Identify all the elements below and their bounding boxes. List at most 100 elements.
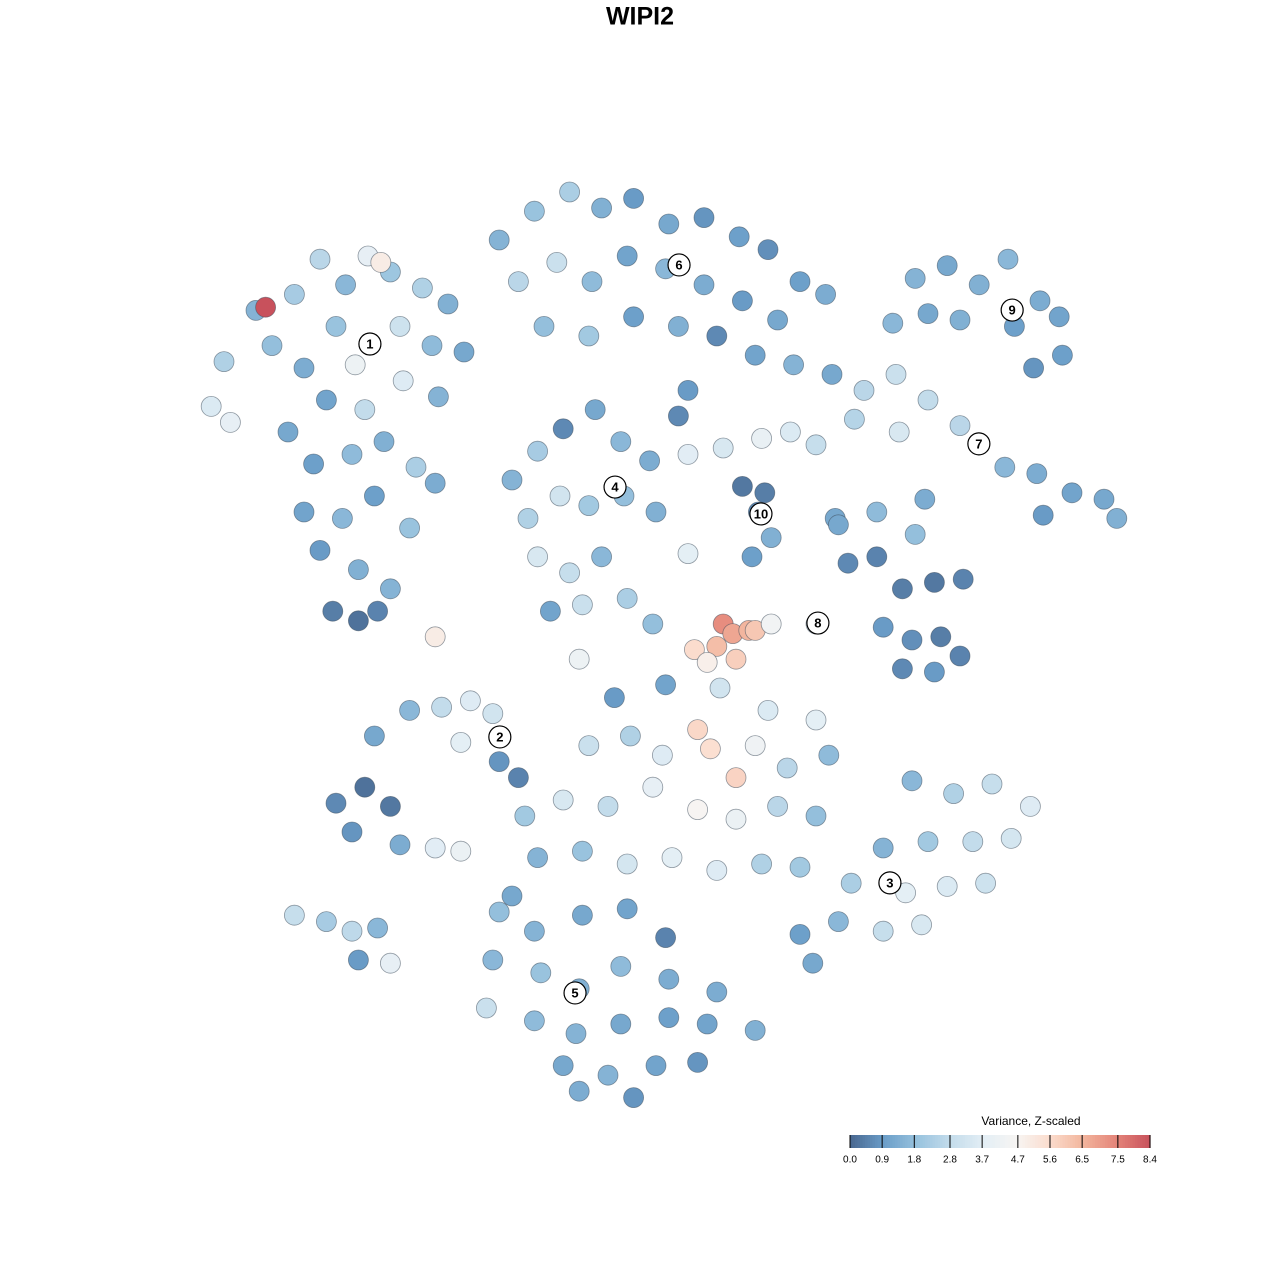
point [668,315,689,337]
point [744,735,766,756]
point [696,652,718,673]
colorbar-segment [905,1135,909,1148]
colorbar-segment [1087,1135,1091,1148]
point [367,917,389,939]
cluster-label: 7 [975,436,982,451]
point [283,904,305,926]
colorbar-tick-label: 3.7 [975,1155,989,1166]
point [568,1080,590,1102]
point [283,283,305,305]
colorbar-segment [1065,1135,1069,1148]
point [344,354,366,376]
cluster-label: 4 [611,479,619,494]
colorbar-segment [1132,1135,1136,1148]
cluster-badge [667,253,691,277]
point [623,306,644,328]
point [943,783,964,804]
point [309,248,331,270]
colorbar-segment [1075,1135,1079,1148]
colorbar-segment [977,1135,981,1148]
colorbar-segment [967,1135,971,1148]
point [623,1087,644,1108]
point [655,927,676,948]
colorbar-segment [907,1135,911,1148]
colorbar-segment [897,1135,901,1148]
point [655,674,676,696]
point [872,837,894,859]
colorbar-segment [867,1135,871,1148]
point [962,831,984,852]
point [315,389,337,411]
colorbar-segment [1097,1135,1101,1148]
point [687,799,708,820]
point [866,501,888,523]
point [578,735,600,756]
point [1000,828,1022,849]
colorbar-segment [950,1135,954,1148]
point [335,274,357,296]
point [508,767,529,788]
point [888,421,910,443]
cluster-labels: 1 2 3 4 5 6 7 8 9 10 [358,253,1024,1005]
point [620,725,641,747]
colorbar-segment [1057,1135,1061,1148]
colorbar-segment [1107,1135,1111,1148]
colorbar-segment [970,1135,974,1148]
point [399,700,421,721]
point [578,495,600,517]
colorbar-segment [890,1135,894,1148]
point [968,274,990,296]
point [1029,290,1051,312]
colorbar-segment [1142,1135,1146,1148]
point [853,379,875,401]
cluster-badge [749,502,773,526]
colorbar-segment [1130,1135,1134,1148]
cluster-label: 3 [886,875,893,890]
point [325,315,347,337]
colorbar-segment [865,1135,869,1148]
colorbar-segment [1030,1135,1034,1148]
point [652,744,673,766]
point [828,514,849,536]
point [693,274,715,296]
point [501,469,523,491]
point [315,911,337,932]
point [744,1020,766,1041]
colorbar-segment [1027,1135,1031,1148]
point [411,277,433,299]
point [389,315,411,337]
colorbar-segment [1137,1135,1141,1148]
colorbar-tick-label: 2.8 [943,1155,957,1166]
colorbar-segment [1032,1135,1036,1148]
point [754,482,776,504]
point [687,1052,708,1073]
point [546,251,568,273]
point [930,626,952,648]
colorbar-segment [935,1135,939,1148]
colorbar-segment [900,1135,904,1148]
colorbar-segment [850,1135,854,1148]
colorbar-segment [945,1135,949,1148]
point [530,962,552,984]
point [658,213,680,235]
point [610,1013,632,1035]
colorbar-segment [1022,1135,1026,1148]
point [373,431,395,453]
cluster-badge [878,871,902,895]
point [805,805,827,827]
colorbar-tick-label: 5.6 [1043,1155,1057,1166]
point [261,335,283,357]
point [892,578,913,600]
point [700,738,721,760]
point [527,546,548,568]
point [399,517,421,539]
colorbar-segment [887,1135,891,1148]
colorbar-segment [992,1135,996,1148]
cluster-badge [1000,298,1024,322]
point [597,1064,619,1086]
colorbar-segment [1085,1135,1089,1148]
colorbar-segment [1095,1135,1099,1148]
point [559,181,580,203]
point [706,860,728,881]
